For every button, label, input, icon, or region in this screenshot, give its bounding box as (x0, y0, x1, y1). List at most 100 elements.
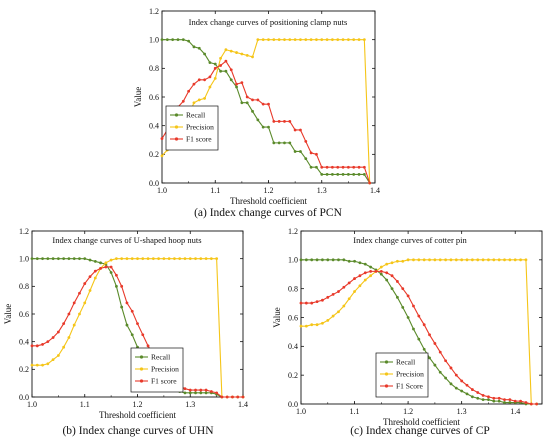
data-point (56, 257, 60, 261)
data-point (470, 258, 474, 262)
data-point (412, 327, 415, 331)
chart-title: Index change curves of cotter pin (353, 235, 467, 245)
data-point (241, 395, 245, 399)
data-point (460, 389, 464, 393)
data-point (342, 258, 346, 262)
data-point (219, 56, 222, 60)
data-point (160, 154, 164, 158)
data-point (422, 323, 426, 327)
chart-title: Index change curves of positioning clamp… (189, 17, 348, 27)
data-point (56, 330, 60, 334)
y-axis-label: Value (3, 304, 13, 325)
x-axis-label: Threshold coefficient (230, 196, 308, 206)
data-point (187, 39, 191, 43)
chart-title: Index change curves of U-shaped hoop nut… (52, 235, 201, 245)
data-point (454, 258, 458, 262)
data-point (481, 258, 485, 262)
data-point (93, 269, 97, 273)
data-point (358, 284, 362, 288)
data-point (30, 344, 34, 348)
data-point (251, 55, 254, 59)
y-tick-label: 0.8 (288, 284, 298, 293)
data-point (199, 391, 203, 395)
data-point (88, 289, 92, 292)
data-point (363, 262, 367, 266)
data-point (181, 38, 185, 42)
data-point (358, 261, 362, 265)
data-point (192, 82, 196, 86)
data-point (433, 363, 437, 367)
series-line (161, 60, 371, 184)
legend-swatch-marker (139, 355, 144, 359)
data-point (304, 324, 308, 328)
data-point (337, 290, 340, 293)
data-point (304, 258, 308, 262)
data-point (160, 137, 164, 140)
data-point (88, 275, 92, 279)
legend-label: Recall (396, 358, 415, 367)
data-point (293, 128, 297, 132)
data-point (194, 391, 197, 395)
data-point (519, 258, 522, 262)
data-point (188, 388, 192, 392)
data-point (130, 333, 134, 337)
data-point (325, 38, 329, 42)
x-tick-label: 1.1 (350, 407, 360, 416)
legend-label: Precision (151, 365, 179, 374)
data-point (293, 38, 297, 42)
data-point (331, 293, 335, 296)
data-point (320, 173, 324, 176)
data-point (203, 78, 207, 82)
data-point (341, 38, 345, 42)
data-point (487, 395, 490, 399)
data-point (288, 119, 292, 123)
data-point (283, 38, 286, 42)
data-point (406, 258, 410, 262)
data-point (256, 98, 260, 102)
data-point (288, 141, 292, 145)
data-point (224, 59, 228, 63)
data-point (362, 173, 366, 176)
data-point (492, 258, 496, 262)
data-point (326, 318, 330, 322)
legend: Recall Precision F1 Score (375, 352, 429, 398)
y-tick-label: 0.6 (288, 313, 298, 322)
data-point (256, 118, 260, 122)
data-point (481, 393, 485, 397)
data-point (141, 257, 145, 261)
data-point (235, 82, 238, 86)
figure-caption: (c) Index change curves of CP (350, 425, 490, 437)
data-point (508, 401, 512, 404)
data-point (162, 257, 166, 261)
data-point (444, 359, 447, 363)
data-point (492, 399, 496, 403)
x-tick-label: 1.1 (210, 186, 220, 195)
data-point (309, 151, 313, 155)
data-point (30, 257, 34, 261)
data-point (192, 45, 196, 49)
data-point (347, 281, 351, 285)
y-tick-label: 1.2 (149, 7, 159, 16)
data-point (315, 323, 319, 327)
data-point (51, 336, 55, 339)
chart-panel-2: 1.0 1.1 1.2 1.3 1.40.00.20.40.60.81.01.2Thre… (272, 227, 543, 437)
data-point (256, 38, 260, 42)
data-point (422, 347, 426, 351)
data-point (146, 344, 150, 348)
data-point (220, 395, 224, 399)
data-point (213, 66, 217, 70)
data-point (141, 333, 145, 337)
data-point (304, 157, 308, 161)
data-point (62, 322, 66, 326)
data-point (428, 258, 431, 262)
legend-label: F1 score (151, 377, 177, 386)
data-point (417, 337, 421, 341)
data-point (401, 287, 405, 291)
data-point (379, 265, 383, 269)
x-tick-label: 1.3 (317, 186, 327, 195)
data-point (304, 38, 308, 42)
data-point (261, 102, 265, 106)
data-point (197, 98, 201, 102)
data-point (125, 323, 129, 327)
